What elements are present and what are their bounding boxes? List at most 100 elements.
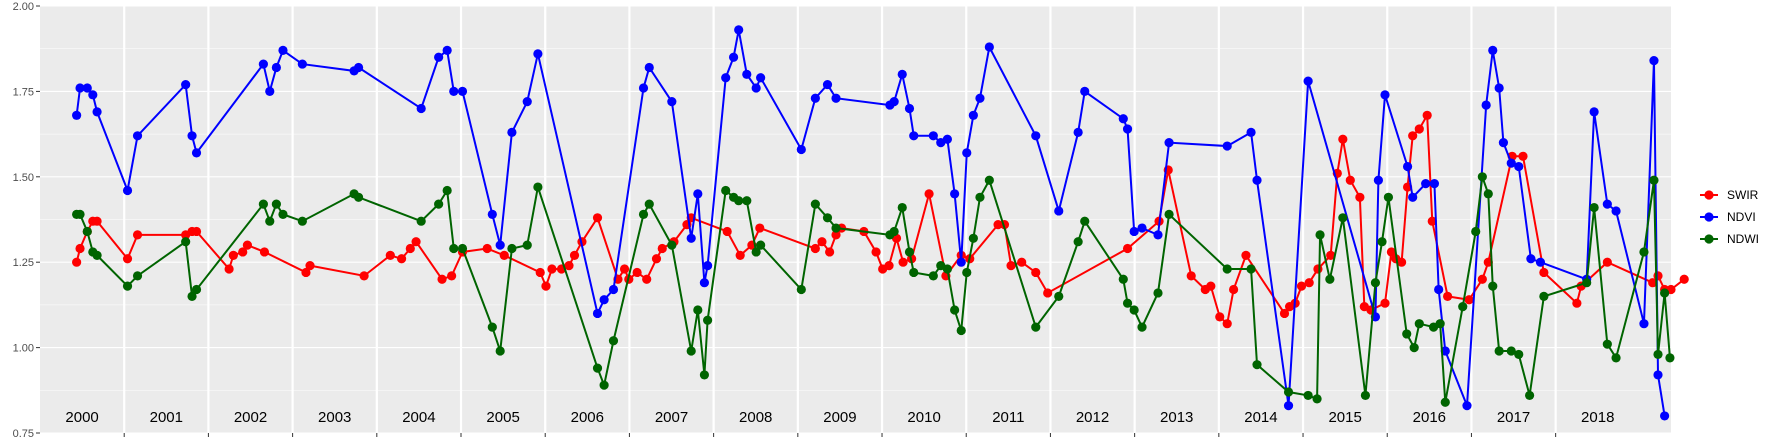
- legend-entry-label: SWIR: [1727, 188, 1759, 202]
- data-point: [1228, 284, 1239, 295]
- data-point: [1477, 172, 1487, 182]
- data-point: [1246, 264, 1256, 274]
- data-point: [1458, 302, 1468, 312]
- data-point: [191, 148, 202, 158]
- data-point: [638, 83, 649, 93]
- data-point: [88, 90, 98, 100]
- data-point: [1054, 206, 1064, 216]
- data-point: [755, 223, 765, 233]
- data-point: [1283, 401, 1294, 411]
- year-label: 2000: [65, 409, 98, 426]
- data-point: [297, 216, 307, 226]
- data-point: [1252, 360, 1262, 370]
- data-point: [667, 97, 677, 107]
- year-label: 2016: [1413, 409, 1446, 426]
- y-tick-label: 1.75: [13, 86, 34, 98]
- data-point: [1539, 267, 1549, 278]
- data-point: [898, 257, 908, 267]
- data-point: [693, 305, 703, 315]
- series-line-ndvi: [75, 29, 1666, 417]
- data-point: [1639, 319, 1649, 329]
- data-point: [822, 79, 833, 90]
- data-point: [1526, 254, 1536, 264]
- data-point: [651, 254, 662, 264]
- data-point: [258, 199, 268, 209]
- data-point: [1304, 278, 1314, 288]
- data-point: [442, 185, 452, 196]
- data-point: [1649, 56, 1659, 66]
- data-point: [721, 73, 731, 83]
- data-point: [1370, 278, 1381, 288]
- data-point: [416, 216, 426, 226]
- data-point: [1421, 179, 1431, 189]
- data-point: [301, 267, 311, 278]
- data-point: [657, 243, 667, 254]
- data-point: [353, 62, 364, 73]
- data-point: [1611, 206, 1621, 216]
- data-point: [734, 25, 744, 35]
- data-point: [1355, 192, 1365, 202]
- year-label: 2011: [992, 409, 1024, 426]
- data-point: [904, 103, 915, 114]
- data-point: [1017, 257, 1027, 267]
- data-point: [359, 271, 369, 281]
- data-point: [1464, 295, 1474, 305]
- data-point: [599, 380, 609, 390]
- data-point: [507, 127, 517, 137]
- data-point: [1514, 349, 1524, 360]
- data-point: [569, 250, 580, 260]
- data-point: [82, 83, 92, 93]
- legend-entry-label: NDWI: [1727, 232, 1759, 246]
- legend-key-marker: [1704, 212, 1714, 222]
- data-point: [122, 185, 133, 196]
- data-point: [1477, 274, 1487, 284]
- data-point: [353, 192, 364, 202]
- data-point: [564, 261, 574, 271]
- data-point: [1665, 353, 1675, 363]
- data-point: [411, 237, 421, 247]
- data-point: [271, 199, 281, 209]
- year-label: 2018: [1581, 409, 1614, 426]
- data-point: [1315, 230, 1325, 240]
- data-point: [1303, 76, 1313, 86]
- data-point: [457, 86, 468, 96]
- data-point: [1408, 192, 1418, 202]
- data-point: [831, 223, 841, 233]
- data-point: [522, 97, 532, 107]
- data-point: [434, 52, 444, 62]
- data-point: [928, 271, 938, 281]
- data-point: [984, 175, 994, 185]
- data-point: [950, 189, 960, 199]
- data-point: [1153, 288, 1163, 298]
- year-label: 2010: [907, 409, 940, 426]
- data-point: [1582, 278, 1592, 288]
- series-ndwi: [72, 172, 1675, 407]
- data-point: [734, 196, 744, 206]
- year-label: 2003: [318, 409, 351, 426]
- data-point: [1648, 278, 1658, 288]
- year-labels: 2000 2001 2002 2003 2004 2005 2006 2007 2008 2009…: [65, 409, 1614, 426]
- data-point: [810, 243, 820, 254]
- data-point: [742, 196, 752, 206]
- data-point: [897, 69, 907, 79]
- data-point: [416, 103, 426, 114]
- data-point: [499, 250, 509, 260]
- data-point: [1602, 199, 1612, 209]
- data-point: [1073, 127, 1083, 137]
- data-point: [1589, 202, 1599, 213]
- data-point: [1360, 390, 1371, 401]
- data-point: [181, 79, 191, 90]
- data-point: [1488, 281, 1498, 291]
- data-point: [632, 267, 642, 278]
- data-point: [756, 240, 766, 250]
- data-point: [533, 49, 543, 59]
- data-point: [644, 199, 654, 209]
- y-tick-label: 0.75: [13, 428, 34, 440]
- data-point: [728, 52, 739, 62]
- data-point: [1345, 175, 1355, 185]
- data-point: [447, 271, 457, 281]
- year-label: 2006: [571, 409, 604, 426]
- data-point: [1312, 394, 1322, 404]
- data-point: [1611, 353, 1621, 363]
- data-point: [642, 274, 652, 284]
